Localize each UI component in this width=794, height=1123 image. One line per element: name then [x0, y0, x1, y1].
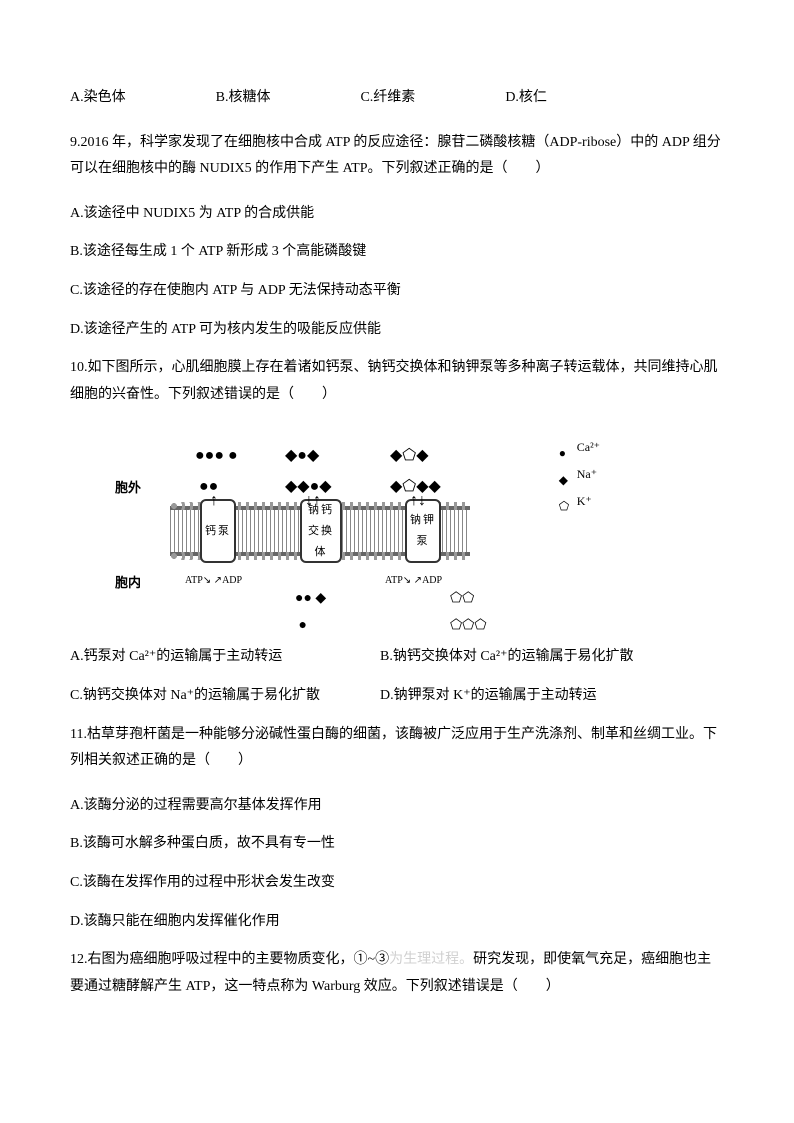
arrow-icon: ↑↓	[410, 486, 426, 516]
atp-label-2: ATP↘ ↗ADP	[385, 571, 442, 590]
q8-option-c: C.纤维素	[360, 85, 415, 112]
q9-stem: 9.2016 年，科学家发现了在细胞核中合成 ATP 的反应途径：腺苷二磷酸核糖…	[70, 130, 724, 183]
legend-k: ⬠ K⁺	[559, 490, 600, 513]
q9-option-b: B.该途径每生成 1 个 ATP 新形成 3 个高能磷酸键	[70, 239, 724, 266]
q10-option-a: A.钙泵对 Ca²⁺的运输属于主动转运	[70, 644, 380, 671]
ions-k-in: ⬠⬠⬠⬠⬠	[450, 586, 487, 639]
q11-stem: 11.枯草芽孢杆菌是一种能够分泌碱性蛋白酶的细菌，该酶被广泛应用于生产洗涤剂、制…	[70, 722, 724, 775]
calcium-pump: 钙泵	[200, 499, 236, 563]
q11-option-a: A.该酶分泌的过程需要高尔基体发挥作用	[70, 793, 724, 820]
q9-option-c: C.该途径的存在使胞内 ATP 与 ADP 无法保持动态平衡	[70, 278, 724, 305]
q9-option-d: D.该途径产生的 ATP 可为核内发生的吸能反应供能	[70, 317, 724, 344]
q11-option-d: D.该酶只能在细胞内发挥催化作用	[70, 909, 724, 936]
q8-option-d: D.核仁	[505, 85, 547, 112]
q11-option-b: B.该酶可水解多种蛋白质，故不具有专一性	[70, 831, 724, 858]
legend-ca: ● Ca²⁺	[559, 436, 600, 459]
q8-option-a: A.染色体	[70, 85, 126, 112]
q10-stem: 10.如下图所示，心肌细胞膜上存在着诸如钙泵、钠钙交换体和钠钾泵等多种离子转运载…	[70, 355, 724, 408]
q9-option-a: A.该途径中 NUDIX5 为 ATP 的合成供能	[70, 201, 724, 228]
q10-options-row1: A.钙泵对 Ca²⁺的运输属于主动转运 B.钠钙交换体对 Ca²⁺的运输属于易化…	[70, 644, 724, 671]
legend-na: ◆ Na⁺	[559, 463, 600, 486]
arrow-icon: ↑	[210, 486, 218, 516]
q12-stem: 12.右图为癌细胞呼吸过程中的主要物质变化，①~③为生理过程。研究发现，即使氧气…	[70, 947, 724, 1000]
diamond-icon: ◆	[559, 469, 571, 481]
q10-options-row2: C.钠钙交换体对 Na⁺的运输属于易化扩散 D.钠钾泵对 K⁺的运输属于主动转运	[70, 683, 724, 710]
q11-option-c: C.该酶在发挥作用的过程中形状会发生改变	[70, 870, 724, 897]
q10-option-b: B.钠钙交换体对 Ca²⁺的运输属于易化扩散	[380, 644, 633, 671]
ions-ca-in: ●● ◆ ●	[295, 586, 326, 639]
label-extracellular: 胞外	[115, 476, 141, 501]
q10-option-c: C.钠钙交换体对 Na⁺的运输属于易化扩散	[70, 683, 380, 710]
q10-option-d: D.钠钾泵对 K⁺的运输属于主动转运	[380, 683, 597, 710]
q8-options: A.染色体 B.核糖体 C.纤维素 D.核仁	[70, 85, 724, 112]
watermark-text: 为生理过程。	[389, 952, 473, 967]
diagram-legend: ● Ca²⁺ ◆ Na⁺ ⬠ K⁺	[559, 436, 600, 516]
label-intracellular: 胞内	[115, 571, 141, 596]
atp-label-1: ATP↘ ↗ADP	[185, 571, 242, 590]
q10-diagram: 胞外 胞内 ●●● ● ●● ◆●◆◆◆●◆ ◆⬠◆◆⬠◆◆ 钙泵 钠钙交换体 …	[110, 426, 530, 626]
circle-icon: ●	[559, 442, 571, 454]
arrow-icon: ↓↑	[305, 486, 321, 516]
pentagon-icon: ⬠	[559, 495, 571, 507]
q8-option-b: B.核糖体	[216, 85, 271, 112]
